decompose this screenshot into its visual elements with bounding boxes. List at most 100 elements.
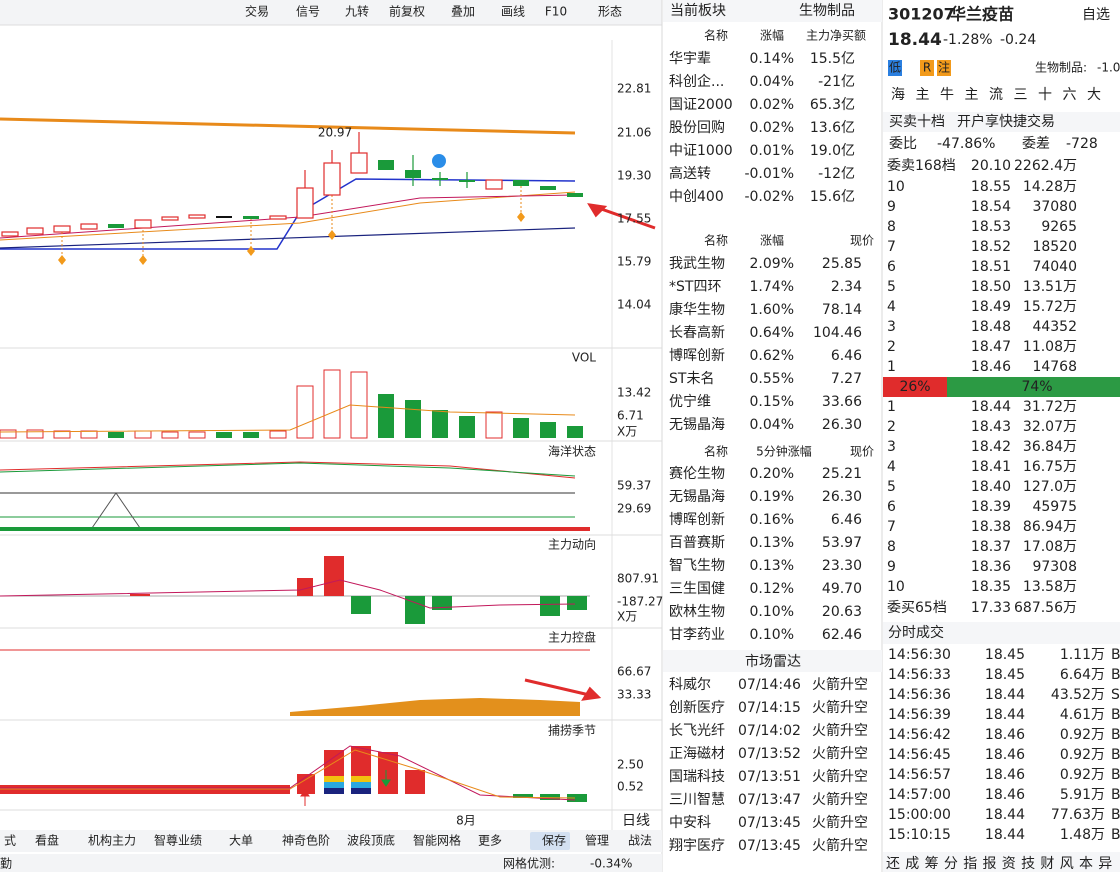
nav-button[interactable]: 十 <box>1038 87 1052 103</box>
stock-name[interactable]: 长飞光纤 <box>669 723 725 739</box>
bid-volume: 86.94万 <box>1023 519 1077 535</box>
stock-name[interactable]: 正海磁材 <box>669 746 725 762</box>
stock-name[interactable]: *ST四环 <box>669 279 721 295</box>
tab[interactable]: 智尊业绩 <box>154 833 202 848</box>
tab[interactable]: 更多 <box>478 834 502 848</box>
stock-name[interactable]: 中安科 <box>669 815 711 831</box>
side-tab[interactable]: 资 <box>1002 856 1016 872</box>
toolbar-button[interactable]: 前复权 <box>389 4 425 19</box>
ask-volume: 15.72万 <box>1023 299 1077 315</box>
signal: 火箭升空 <box>812 676 868 693</box>
nav-button[interactable]: 主 <box>916 87 930 103</box>
toolbar-button[interactable]: F10 <box>545 5 567 19</box>
toolbar-button[interactable]: 交易 <box>245 4 269 19</box>
change: 0.12% <box>750 581 794 597</box>
stock-name[interactable]: 国证2000 <box>669 97 733 113</box>
side-tab[interactable]: 指 <box>963 856 977 872</box>
bid-price: 18.40 <box>971 479 1011 495</box>
stock-name[interactable]: 智飞生物 <box>669 558 725 574</box>
nav-button[interactable]: 海 <box>891 87 905 103</box>
nav-button[interactable]: 牛 <box>940 87 954 103</box>
stock-name[interactable]: 中创400 <box>669 189 724 205</box>
section-title: 买卖十档 <box>889 114 945 130</box>
tab[interactable]: 保存 <box>542 834 566 848</box>
tab[interactable]: 波段顶底 <box>347 833 395 848</box>
stock-name[interactable]: 中证1000 <box>669 143 733 159</box>
signal: 火箭升空 <box>812 791 868 808</box>
tab[interactable]: 神奇色阶 <box>282 834 330 848</box>
side-tab[interactable]: 成 <box>905 856 919 872</box>
side-tab[interactable]: 筹 <box>925 855 939 872</box>
stock-name[interactable]: 科创企... <box>669 73 724 90</box>
tab[interactable]: 大单 <box>229 834 253 848</box>
side-tab[interactable]: 本 <box>1079 856 1093 872</box>
stock-name[interactable]: 百普赛斯 <box>669 535 725 551</box>
stock-name[interactable]: 高送转 <box>669 165 711 182</box>
nav-button[interactable]: 大 <box>1087 87 1101 103</box>
stock-name[interactable]: 三川智慧 <box>669 792 725 808</box>
stock-name[interactable]: 国瑞科技 <box>669 769 725 785</box>
nav-button[interactable]: 三 <box>1014 87 1028 103</box>
side-tab[interactable]: 报 <box>983 856 997 872</box>
stock-name[interactable]: 博晖创新 <box>669 347 725 364</box>
trade-time: 14:56:30 <box>888 647 951 663</box>
trade-volume: 0.92万 <box>1060 747 1105 763</box>
trade-time: 14:56:57 <box>888 767 951 783</box>
ask-total-price: 20.10 <box>971 158 1011 174</box>
change: -0.02% <box>744 189 794 205</box>
nav-button[interactable]: 六 <box>1063 87 1077 103</box>
change: 0.14% <box>750 51 794 67</box>
diff: -728 <box>1066 136 1098 152</box>
trade-price: 18.46 <box>985 787 1025 803</box>
nav-button[interactable]: 主 <box>965 87 979 103</box>
side-tab[interactable]: 分 <box>944 856 958 872</box>
toolbar-button[interactable]: 画线 <box>501 5 525 19</box>
toolbar-button[interactable]: 叠加 <box>451 5 475 19</box>
stock-name[interactable]: 长春高新 <box>669 324 725 341</box>
stock-name[interactable]: 甘李药业 <box>669 627 725 643</box>
toolbar-button[interactable]: 九转 <box>345 4 369 19</box>
stock-name[interactable]: 华宇辈 <box>669 51 711 67</box>
stock-name[interactable]: 博晖创新 <box>669 511 725 528</box>
tab[interactable]: 机构主力 <box>88 833 136 848</box>
side-tab[interactable]: 异 <box>1098 856 1112 872</box>
stock-name[interactable]: 赛伦生物 <box>669 466 725 482</box>
side-tab[interactable]: 还 <box>886 856 900 872</box>
price: 33.66 <box>822 394 862 410</box>
stock-name[interactable]: ST未名 <box>669 371 714 387</box>
trade-side: S <box>1111 687 1120 703</box>
side-tab[interactable]: 技 <box>1021 856 1035 872</box>
tab[interactable]: 管理 <box>585 833 609 848</box>
stock-name[interactable]: 三生国健 <box>669 581 725 597</box>
ask-price: 18.55 <box>971 179 1011 195</box>
stock-name[interactable]: 欧林生物 <box>669 604 725 620</box>
net-buy: -12亿 <box>818 166 855 182</box>
trade-time: 14:56:42 <box>888 727 951 743</box>
stock-name[interactable]: 翔宇医疗 <box>669 838 725 854</box>
side-tab[interactable]: 风 <box>1060 856 1074 872</box>
trade-price: 18.46 <box>985 767 1025 783</box>
status-label: 网格优测: <box>503 856 555 871</box>
toolbar-button[interactable]: 信号 <box>296 5 320 19</box>
change: 0.20% <box>750 466 794 482</box>
nav-button[interactable]: 流 <box>989 87 1003 103</box>
stock-name[interactable]: 优宁维 <box>669 393 711 410</box>
toolbar-button[interactable]: 形态 <box>598 5 622 19</box>
tab[interactable]: 战法 <box>628 834 652 848</box>
watch-button[interactable]: 自选 <box>1082 7 1110 23</box>
stock-name[interactable]: 创新医疗 <box>669 700 725 716</box>
tab[interactable]: 看盘 <box>35 833 59 848</box>
tab[interactable]: 式 <box>4 834 16 848</box>
stock-name[interactable]: 无锡晶海 <box>669 417 725 433</box>
stock-name[interactable]: 我武生物 <box>669 256 725 272</box>
y-tick-label: 807.91 <box>617 572 659 586</box>
stock-name[interactable]: 股份回购 <box>669 120 725 136</box>
promo[interactable]: 开户享快捷交易 <box>957 113 1055 130</box>
stock-name[interactable]: 无锡晶海 <box>669 489 725 505</box>
side-tab[interactable]: 财 <box>1040 856 1054 872</box>
stock-name[interactable]: 康华生物 <box>669 301 725 318</box>
tab[interactable]: 智能网格 <box>413 833 461 848</box>
net-buy: 13.6亿 <box>810 120 855 136</box>
stock-name[interactable]: 科威尔 <box>669 677 711 693</box>
y-tick-label: 15.79 <box>617 255 651 269</box>
